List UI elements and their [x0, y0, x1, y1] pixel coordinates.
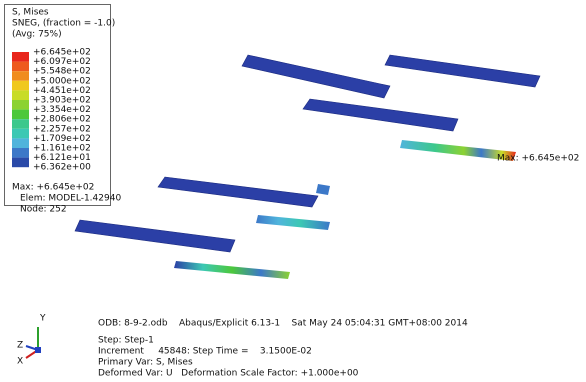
- increment-line: Increment 45848: Step Time = 3.1500E-02: [98, 347, 312, 357]
- legend-swatch: [12, 100, 29, 110]
- triad-y: Y: [39, 314, 46, 324]
- legend-label: +3.354e+02: [33, 105, 91, 115]
- legend-title: S, Mises: [12, 8, 49, 18]
- triad-origin: [35, 347, 41, 353]
- legend-label: +1.709e+02: [33, 134, 91, 144]
- stressed-strip: [174, 261, 290, 279]
- triad: Y Z X: [17, 314, 46, 367]
- legend-swatch: [12, 62, 29, 72]
- odb-line: ODB: 8-9-2.odb Abaqus/Explicit 6.13-1 Sa…: [98, 319, 468, 329]
- legend-swatch: [12, 52, 29, 62]
- legend-label: +6.645e+02: [33, 48, 91, 58]
- legend-swatch: [12, 119, 29, 129]
- triad-x: X: [17, 357, 23, 367]
- stressed-strip: [316, 184, 330, 195]
- deformed-var: Deformed Var: U Deformation Scale Factor…: [98, 369, 359, 379]
- legend: Max: +6.645e+02 Elem: MODEL-1.42940 Node…: [5, 5, 122, 215]
- legend-label: +4.451e+02: [33, 86, 91, 96]
- legend-elem: Elem: MODEL-1.42940: [20, 194, 121, 204]
- legend-swatch: [12, 129, 29, 139]
- viewport: Max: +6.645e+02 Max: +6.645e+02 Elem: MO…: [0, 0, 586, 382]
- step-line: Step: Step-1: [98, 336, 154, 346]
- legend-swatch: [12, 71, 29, 81]
- legend-swatch: [12, 148, 29, 158]
- legend-label: +2.257e+02: [33, 124, 91, 134]
- plate: [158, 177, 318, 207]
- legend-label: +2.806e+02: [33, 115, 91, 125]
- info-block: ODB: 8-9-2.odb Abaqus/Explicit 6.13-1 Sa…: [98, 319, 468, 379]
- plate: [303, 99, 458, 131]
- legend-max: Max: +6.645e+02: [12, 183, 94, 193]
- model: [75, 55, 540, 279]
- legend-label: +5.000e+02: [33, 76, 91, 86]
- legend-swatch: [12, 138, 29, 148]
- legend-swatch: [12, 110, 29, 120]
- legend-label: +6.362e+00: [33, 163, 91, 173]
- legend-label: +3.903e+02: [33, 96, 91, 106]
- legend-node: Node: 252: [20, 205, 67, 215]
- stressed-strip: [256, 215, 330, 230]
- plate: [75, 220, 235, 252]
- legend-swatch: [12, 90, 29, 100]
- legend-title: SNEG, (fraction = -1.0): [12, 19, 115, 29]
- plate: [385, 55, 540, 87]
- max-annotation: Max: +6.645e+02: [497, 154, 579, 164]
- legend-label: +6.097e+02: [33, 57, 91, 67]
- legend-swatch: [12, 81, 29, 91]
- triad-z: Z: [17, 341, 23, 351]
- plate: [242, 55, 390, 98]
- legend-label: +6.121e+01: [33, 153, 91, 163]
- primary-var: Primary Var: S, Mises: [98, 358, 193, 368]
- legend-title: (Avg: 75%): [12, 30, 62, 40]
- legend-swatch: [12, 158, 29, 168]
- legend-label: +5.548e+02: [33, 67, 91, 77]
- legend-label: +1.161e+02: [33, 144, 91, 154]
